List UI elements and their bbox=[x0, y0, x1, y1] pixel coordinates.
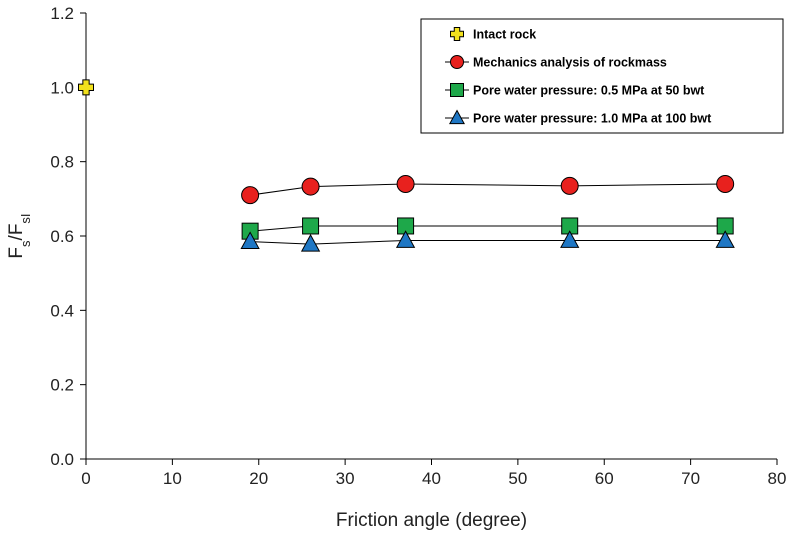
legend-marker bbox=[450, 27, 464, 41]
legend-box bbox=[420, 18, 784, 134]
legend-label: Mechanics analysis of rockmass bbox=[473, 56, 667, 70]
x-tick-label: 0 bbox=[81, 469, 90, 488]
series-1 bbox=[241, 174, 735, 205]
y-tick-label: 0.4 bbox=[50, 301, 74, 320]
legend-marker bbox=[450, 83, 464, 97]
data-point bbox=[300, 233, 321, 252]
x-tick-label: 50 bbox=[508, 469, 527, 488]
data-point bbox=[396, 174, 415, 193]
data-point bbox=[241, 186, 260, 205]
y-axis-label: Fs/FsI bbox=[6, 213, 33, 258]
y-label-sub2: sI bbox=[18, 213, 33, 223]
y-label-mid: /F bbox=[6, 224, 27, 241]
data-point bbox=[560, 176, 579, 195]
y-label-main: F bbox=[6, 247, 27, 259]
y-tick-label: 1.0 bbox=[50, 78, 74, 97]
data-point bbox=[560, 230, 580, 248]
data-point bbox=[395, 230, 416, 248]
x-tick-label: 60 bbox=[595, 469, 614, 488]
series-3 bbox=[240, 230, 735, 252]
x-tick-label: 10 bbox=[163, 469, 182, 488]
x-tick-label: 40 bbox=[422, 469, 441, 488]
y-tick-label: 1.2 bbox=[50, 4, 74, 23]
legend-label: Intact rock bbox=[473, 28, 536, 42]
data-point bbox=[302, 217, 320, 235]
series-line bbox=[250, 225, 726, 232]
data-point bbox=[716, 174, 735, 193]
data-point bbox=[240, 231, 260, 249]
x-tick-label: 70 bbox=[681, 469, 700, 488]
x-axis-label: Friction angle (degree) bbox=[336, 510, 527, 531]
y-tick-label: 0.6 bbox=[50, 227, 74, 246]
legend-marker bbox=[450, 55, 464, 69]
series-2 bbox=[241, 217, 734, 240]
x-tick-label: 20 bbox=[249, 469, 268, 488]
series-layer bbox=[78, 79, 735, 252]
ticks: 0 10 20 30 40 50 60 70 80 0.0 0.2 0.4 0.6 0.8 1.0 1.2 bbox=[50, 4, 786, 488]
y-tick-label: 0.0 bbox=[50, 450, 74, 469]
series-line bbox=[250, 239, 726, 245]
x-tick-label: 80 bbox=[768, 469, 787, 488]
legend-label: Pore water pressure: 1.0 MPa at 100 bwt bbox=[473, 112, 712, 126]
data-point bbox=[78, 79, 94, 96]
series-0 bbox=[78, 79, 94, 96]
y-tick-label: 0.8 bbox=[50, 153, 74, 172]
series-line bbox=[250, 183, 726, 196]
y-label-sub1: s bbox=[18, 240, 33, 247]
y-tick-label: 0.2 bbox=[50, 376, 74, 395]
data-point bbox=[715, 230, 735, 248]
x-tick-label: 30 bbox=[336, 469, 355, 488]
legend-marker bbox=[449, 109, 465, 125]
legend: Intact rock Mechanics analysis of rockmas… bbox=[420, 18, 784, 134]
data-point bbox=[301, 177, 320, 196]
legend-label: Pore water pressure: 0.5 MPa at 50 bwt bbox=[473, 84, 705, 98]
